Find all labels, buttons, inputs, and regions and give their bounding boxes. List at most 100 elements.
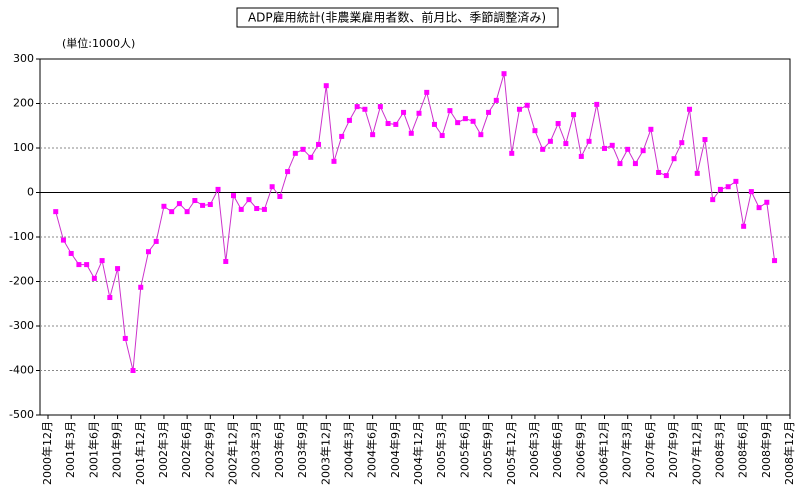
data-point [277,194,283,200]
data-point [122,335,128,341]
data-point [656,169,662,175]
data-point [331,158,337,164]
data-point [439,133,445,139]
title-box [236,7,559,28]
x-tick-label: 2001年12月 [133,421,147,485]
data-point [462,116,468,122]
data-point [555,121,561,127]
data-point [339,133,345,139]
data-point [115,266,121,272]
data-point [231,193,236,199]
data-point [563,141,569,147]
x-tick-label: 2002年6月 [179,421,193,478]
x-tick-label: 2008年3月 [712,421,726,478]
x-tick-label: 2006年12月 [597,421,611,485]
x-tick-label: 2003年12月 [318,421,332,485]
data-point [671,156,677,162]
data-point [648,126,654,132]
data-point [516,106,522,112]
data-point [687,106,693,112]
data-point [524,102,530,108]
data-point [385,121,391,127]
x-tick-label: 2003年9月 [295,421,309,478]
data-point [346,117,352,123]
data-point [292,150,298,156]
x-tick-label: 2006年6月 [550,421,564,478]
x-tick-label: 2001年3月 [63,421,77,478]
data-line [55,73,776,371]
y-tick-label: -300 [9,319,34,332]
data-point [571,112,577,118]
data-point [578,153,584,159]
data-point [455,120,461,126]
data-point [60,237,66,243]
data-point [748,189,754,195]
x-tick-label: 2008年6月 [736,421,750,478]
x-tick-label: 2004年3月 [341,421,355,478]
unit-label: (単位:1000人) [62,36,135,50]
x-tick-label: 2002年3月 [156,421,170,478]
data-point [269,184,275,190]
data-point [362,106,368,112]
data-point [594,101,600,107]
data-point [733,178,739,184]
x-tick-label: 2005年6月 [457,421,471,478]
data-point [130,368,136,373]
data-point [393,121,399,127]
x-tick-label: 2006年3月 [527,421,541,478]
data-point [138,284,144,290]
data-point [53,209,59,215]
data-point [478,132,484,138]
data-point [184,209,190,215]
x-tick-label: 2001年6月 [86,421,100,478]
data-point [316,141,322,147]
data-point [424,89,430,95]
data-point [602,145,607,151]
data-point [207,202,213,208]
data-point [215,186,221,192]
data-point [300,146,306,152]
x-tick-label: 2002年12月 [226,421,240,485]
data-point [609,142,615,148]
data-point [764,199,770,205]
data-point [493,97,499,103]
data-point [702,137,708,143]
chart-title: ADP雇用統計(非農業雇用者数、前月比、季節調整済み) [248,10,546,25]
data-point [246,197,252,203]
data-point [447,108,453,114]
data-point [169,209,175,215]
y-tick-label: -400 [9,364,34,377]
data-point [617,161,623,167]
x-tick-label: 2007年9月 [666,421,680,478]
data-point [717,186,723,192]
data-point [741,223,747,229]
data-point [416,110,422,116]
data-point [547,138,553,144]
data-point [285,169,291,175]
data-point [532,128,538,134]
x-tick-label: 2005年3月 [434,421,448,478]
data-point [91,275,97,281]
data-point [308,154,314,160]
data-point [84,262,90,268]
data-point [694,170,700,176]
data-point [540,146,546,152]
x-tick-label: 2001年9月 [110,421,124,478]
data-point [254,206,260,212]
x-tick-label: 2008年9月 [759,421,773,478]
x-tick-label: 2008年12月 [782,421,796,485]
data-point [145,249,151,255]
y-tick-label: 100 [13,141,34,154]
x-tick-label: 2005年9月 [481,421,495,478]
x-tick-label: 2002年9月 [202,421,216,478]
data-point [772,258,778,264]
y-tick-label: -200 [9,275,34,288]
data-point [238,206,244,212]
x-tick-label: 2007年6月 [643,421,657,478]
data-point [756,205,762,211]
data-point [370,132,376,138]
data-point [192,198,198,204]
data-point [470,118,476,124]
data-point [632,161,638,167]
